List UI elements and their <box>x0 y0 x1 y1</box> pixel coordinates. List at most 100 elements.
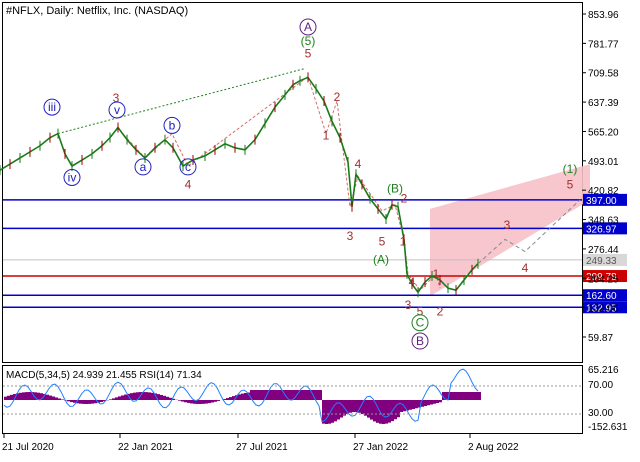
macd-bar <box>394 400 397 419</box>
wave-label: (A) <box>373 253 389 267</box>
wave-label: v <box>114 103 120 117</box>
macd-bar <box>478 392 481 400</box>
macd-bar <box>217 400 220 401</box>
macd-bar <box>133 393 136 400</box>
macd-bar <box>304 390 307 400</box>
indicator-tick-label: 70.00 <box>588 380 613 391</box>
wave-label: A <box>304 20 312 34</box>
macd-bar <box>256 390 259 400</box>
wave-label: 3 <box>113 91 120 105</box>
macd-bar <box>160 395 163 400</box>
y-tick-label: 204.25 <box>588 274 619 285</box>
price-pane <box>3 3 583 363</box>
macd-bar <box>274 390 277 400</box>
macd-bar <box>412 400 415 409</box>
macd-bar <box>301 390 304 400</box>
macd-bar <box>355 400 358 412</box>
wave-label: (1) <box>563 162 578 176</box>
x-tick-label: 2 Aug 2022 <box>468 442 519 453</box>
wave-label: C <box>416 316 425 330</box>
macd-bar <box>229 397 232 400</box>
wave-label: 4 <box>522 261 529 275</box>
macd-bar <box>238 394 241 400</box>
macd-bar <box>211 400 214 402</box>
macd-bar <box>178 400 181 401</box>
macd-bar <box>370 400 373 420</box>
wave-label: 5 <box>305 46 312 60</box>
macd-bar <box>49 396 52 400</box>
wave-label: 3 <box>405 298 412 312</box>
wave-label: B <box>416 334 424 348</box>
macd-bar <box>85 400 88 404</box>
macd-bar <box>22 392 25 400</box>
macd-bar <box>115 397 118 400</box>
wave-label: 4 <box>409 275 416 289</box>
level-label: 397.00 <box>586 196 617 207</box>
macd-bar <box>199 400 202 404</box>
wave-label: 4 <box>185 177 192 191</box>
macd-bar <box>409 400 412 410</box>
y-tick-label: 420.82 <box>588 186 619 197</box>
macd-bar <box>427 400 430 405</box>
indicator-tick-label: 65.216 <box>588 365 619 376</box>
wave-label: 3 <box>347 229 354 243</box>
macd-bar <box>385 400 388 424</box>
y-tick-label: 637.39 <box>588 98 619 109</box>
x-tick-label: 22 Jan 2021 <box>118 442 173 453</box>
macd-bar <box>208 400 211 403</box>
indicator-label: MACD(5,34,5) 24.939 21.455 RSI(14) 71.34 <box>6 370 202 381</box>
macd-bar <box>415 400 418 408</box>
macd-bar <box>166 397 169 400</box>
macd-bar <box>400 400 403 412</box>
y-tick-label: 853.96 <box>588 10 619 21</box>
wave-label: 4 <box>355 157 362 171</box>
macd-bar <box>253 390 256 400</box>
macd-bar <box>397 400 400 417</box>
macd-bar <box>46 395 49 400</box>
wave-label: 2 <box>334 90 341 104</box>
y-tick-label: 781.77 <box>588 39 619 50</box>
macd-bar <box>4 397 7 400</box>
macd-bar <box>25 392 28 400</box>
macd-bar <box>79 400 82 404</box>
macd-bar <box>28 392 31 400</box>
macd-bar <box>316 390 319 400</box>
macd-bar <box>88 400 91 404</box>
macd-bar <box>52 396 55 400</box>
macd-bar <box>187 400 190 403</box>
macd-bar <box>55 397 58 400</box>
macd-bar <box>244 393 247 400</box>
macd-bar <box>475 392 478 400</box>
macd-bar <box>463 392 466 400</box>
macd-bar <box>436 400 439 403</box>
macd-bar <box>100 400 103 402</box>
x-tick-label: 27 Jul 2021 <box>236 442 288 453</box>
macd-bar <box>271 390 274 400</box>
macd-bar <box>424 400 427 406</box>
macd-bar <box>367 400 370 418</box>
macd-bar <box>451 392 454 400</box>
macd-bar <box>109 399 112 400</box>
macd-bar <box>10 395 13 400</box>
macd-bar <box>67 400 70 401</box>
macd-bar <box>241 394 244 400</box>
macd-bar <box>91 400 94 404</box>
macd-bar <box>277 390 280 400</box>
macd-bar <box>124 395 127 400</box>
macd-bar <box>82 400 85 404</box>
macd-bar <box>307 390 310 400</box>
macd-bar <box>439 400 442 402</box>
wave-label: 1 <box>323 129 330 143</box>
macd-bar <box>433 400 436 404</box>
wave-label: a <box>140 160 147 174</box>
macd-bar <box>19 393 22 400</box>
y-tick-label: 709.58 <box>588 69 619 80</box>
wave-label: 1 <box>400 234 407 248</box>
y-tick-label: 348.63 <box>588 216 619 227</box>
wave-label: 2 <box>401 192 408 206</box>
chart-title: #NFLX, Daily: Netflix, Inc. (NASDAQ) <box>6 5 188 17</box>
macd-bar <box>73 400 76 403</box>
x-tick-label: 27 Jan 2022 <box>353 442 408 453</box>
wave-label: 5 <box>379 234 386 248</box>
